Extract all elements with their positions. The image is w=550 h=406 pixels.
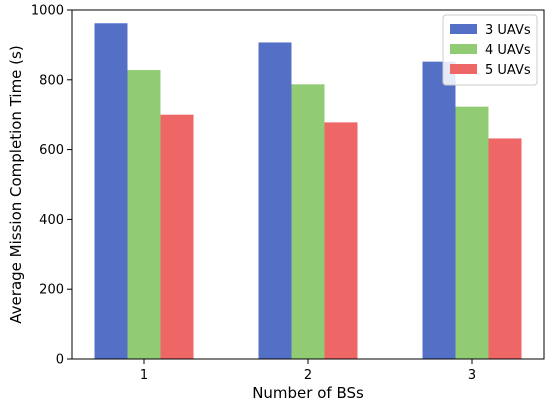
- bar-3-uavs-1: [94, 23, 128, 360]
- x-tick-label: 2: [304, 368, 312, 383]
- y-tick-label: 800: [39, 73, 64, 88]
- legend-swatch: [450, 64, 477, 74]
- bar-4-uavs-3: [455, 106, 489, 359]
- y-tick-label: 1000: [31, 4, 64, 19]
- y-tick-label: 200: [39, 283, 64, 298]
- legend: 3 UAVs 4 UAVs 5 UAVs: [442, 14, 538, 86]
- x-axis: 1 2 3: [140, 359, 476, 383]
- bar-3-uavs-2: [258, 42, 292, 359]
- bar-5-uavs-3: [488, 138, 522, 359]
- legend-label: 3 UAVs: [485, 23, 531, 38]
- x-tick-label: 3: [468, 368, 476, 383]
- x-axis-title: Number of BSs: [252, 384, 364, 402]
- legend-label: 4 UAVs: [485, 43, 531, 58]
- y-tick-label: 0: [56, 353, 64, 368]
- bar-4-uavs-2: [291, 84, 325, 359]
- bar-5-uavs-2: [324, 122, 358, 360]
- y-axis: 0 200 400 600 800 1000: [31, 4, 72, 368]
- legend-swatch: [450, 24, 477, 34]
- bar-5-uavs-1: [160, 114, 194, 359]
- bars-group: [94, 23, 522, 360]
- y-axis-title: Average Mission Completion Time (s): [7, 45, 25, 323]
- legend-swatch: [450, 44, 477, 54]
- legend-label: 5 UAVs: [485, 63, 531, 78]
- y-tick-label: 600: [39, 143, 64, 158]
- y-tick-label: 400: [39, 213, 64, 228]
- x-tick-label: 1: [140, 368, 148, 383]
- bar-4-uavs-1: [127, 70, 161, 359]
- bar-3-uavs-3: [422, 61, 456, 359]
